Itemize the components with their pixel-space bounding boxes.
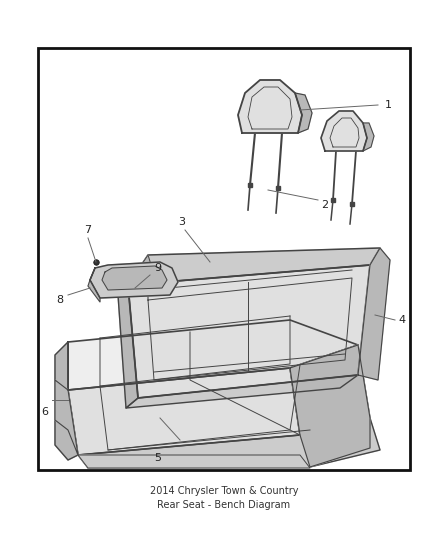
Polygon shape <box>238 80 302 133</box>
Text: 5: 5 <box>155 453 162 463</box>
Polygon shape <box>358 248 390 380</box>
Polygon shape <box>90 262 178 298</box>
Polygon shape <box>68 320 358 390</box>
Polygon shape <box>118 285 138 408</box>
Polygon shape <box>290 345 370 435</box>
Polygon shape <box>55 342 78 460</box>
Text: 2014 Chrysler Town & Country
Rear Seat - Bench Diagram: 2014 Chrysler Town & Country Rear Seat -… <box>150 486 298 510</box>
Polygon shape <box>290 345 370 467</box>
Text: 6: 6 <box>42 407 49 417</box>
Polygon shape <box>88 268 100 302</box>
Polygon shape <box>321 111 367 151</box>
Text: 1: 1 <box>385 100 392 110</box>
Polygon shape <box>128 255 152 295</box>
Polygon shape <box>68 368 300 455</box>
Polygon shape <box>78 418 380 468</box>
Text: 4: 4 <box>399 315 406 325</box>
Polygon shape <box>128 265 370 398</box>
Text: 9: 9 <box>155 263 162 273</box>
Text: 8: 8 <box>57 295 64 305</box>
Polygon shape <box>126 375 358 408</box>
Text: 2: 2 <box>321 200 328 210</box>
Text: 3: 3 <box>179 217 186 227</box>
Polygon shape <box>78 455 310 468</box>
Bar <box>38 48 410 470</box>
Polygon shape <box>102 266 167 290</box>
Polygon shape <box>55 380 78 455</box>
Polygon shape <box>295 93 312 133</box>
Polygon shape <box>128 248 380 285</box>
Polygon shape <box>363 123 374 151</box>
Text: 7: 7 <box>85 225 92 235</box>
